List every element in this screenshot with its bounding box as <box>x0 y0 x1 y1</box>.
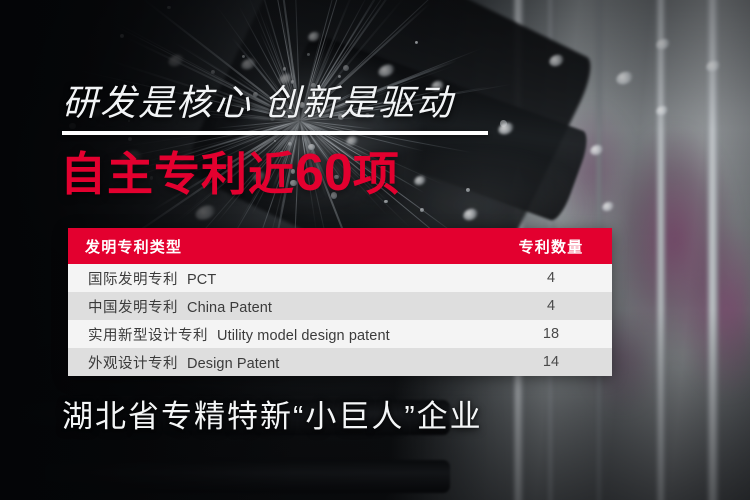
cell-patent-count: 18 <box>490 320 612 348</box>
patent-type-en: Design Patent <box>187 355 280 372</box>
patent-type-en: PCT <box>187 271 217 288</box>
patent-table-head: 发明专利类型 专利数量 <box>68 228 612 264</box>
page-title: 研发是核心 创新是驱动 <box>62 82 455 123</box>
table-row: 国际发明专利 PCT 4 <box>68 264 612 292</box>
table-row: 中国发明专利 China Patent 4 <box>68 292 612 320</box>
cell-patent-count: 4 <box>490 292 612 320</box>
patent-count-headline: 自主专利近60项 <box>60 145 400 202</box>
table-header-row: 发明专利类型 专利数量 <box>68 228 612 264</box>
table-row: 外观设计专利 Design Patent 14 <box>68 348 612 376</box>
honor-caption: 湖北省专精特新“小巨人”企业 <box>62 399 483 434</box>
column-header-count: 专利数量 <box>490 228 612 264</box>
patent-count-headline-suffix: 项 <box>352 148 400 200</box>
patent-type-cn: 国际发明专利 <box>88 271 178 288</box>
patent-type-cn: 实用新型设计专利 <box>88 327 208 344</box>
patent-type-cn: 中国发明专利 <box>88 299 178 316</box>
patent-type-en: Utility model design patent <box>217 327 390 344</box>
cell-patent-type: 实用新型设计专利 Utility model design patent <box>68 320 490 348</box>
patent-table: 发明专利类型 专利数量 国际发明专利 PCT 4 中国发明专利 China Patent… <box>68 228 612 376</box>
patent-count-headline-prefix: 自主专利近 <box>60 148 295 200</box>
cell-patent-type: 国际发明专利 PCT <box>68 264 490 292</box>
column-header-type: 发明专利类型 <box>68 228 490 264</box>
patent-type-cn: 外观设计专利 <box>88 355 178 372</box>
title-underline-rule <box>62 131 488 135</box>
cell-patent-count: 4 <box>490 264 612 292</box>
cell-patent-type: 外观设计专利 Design Patent <box>68 348 490 376</box>
cell-patent-count: 14 <box>490 348 612 376</box>
patent-table-body: 国际发明专利 PCT 4 中国发明专利 China Patent 4 实用新型设计专利 Uti… <box>68 264 612 376</box>
cell-patent-type: 中国发明专利 China Patent <box>68 292 490 320</box>
table-row: 实用新型设计专利 Utility model design patent 18 <box>68 320 612 348</box>
patent-count-number: 60 <box>295 144 353 202</box>
patent-type-en: China Patent <box>187 299 273 316</box>
